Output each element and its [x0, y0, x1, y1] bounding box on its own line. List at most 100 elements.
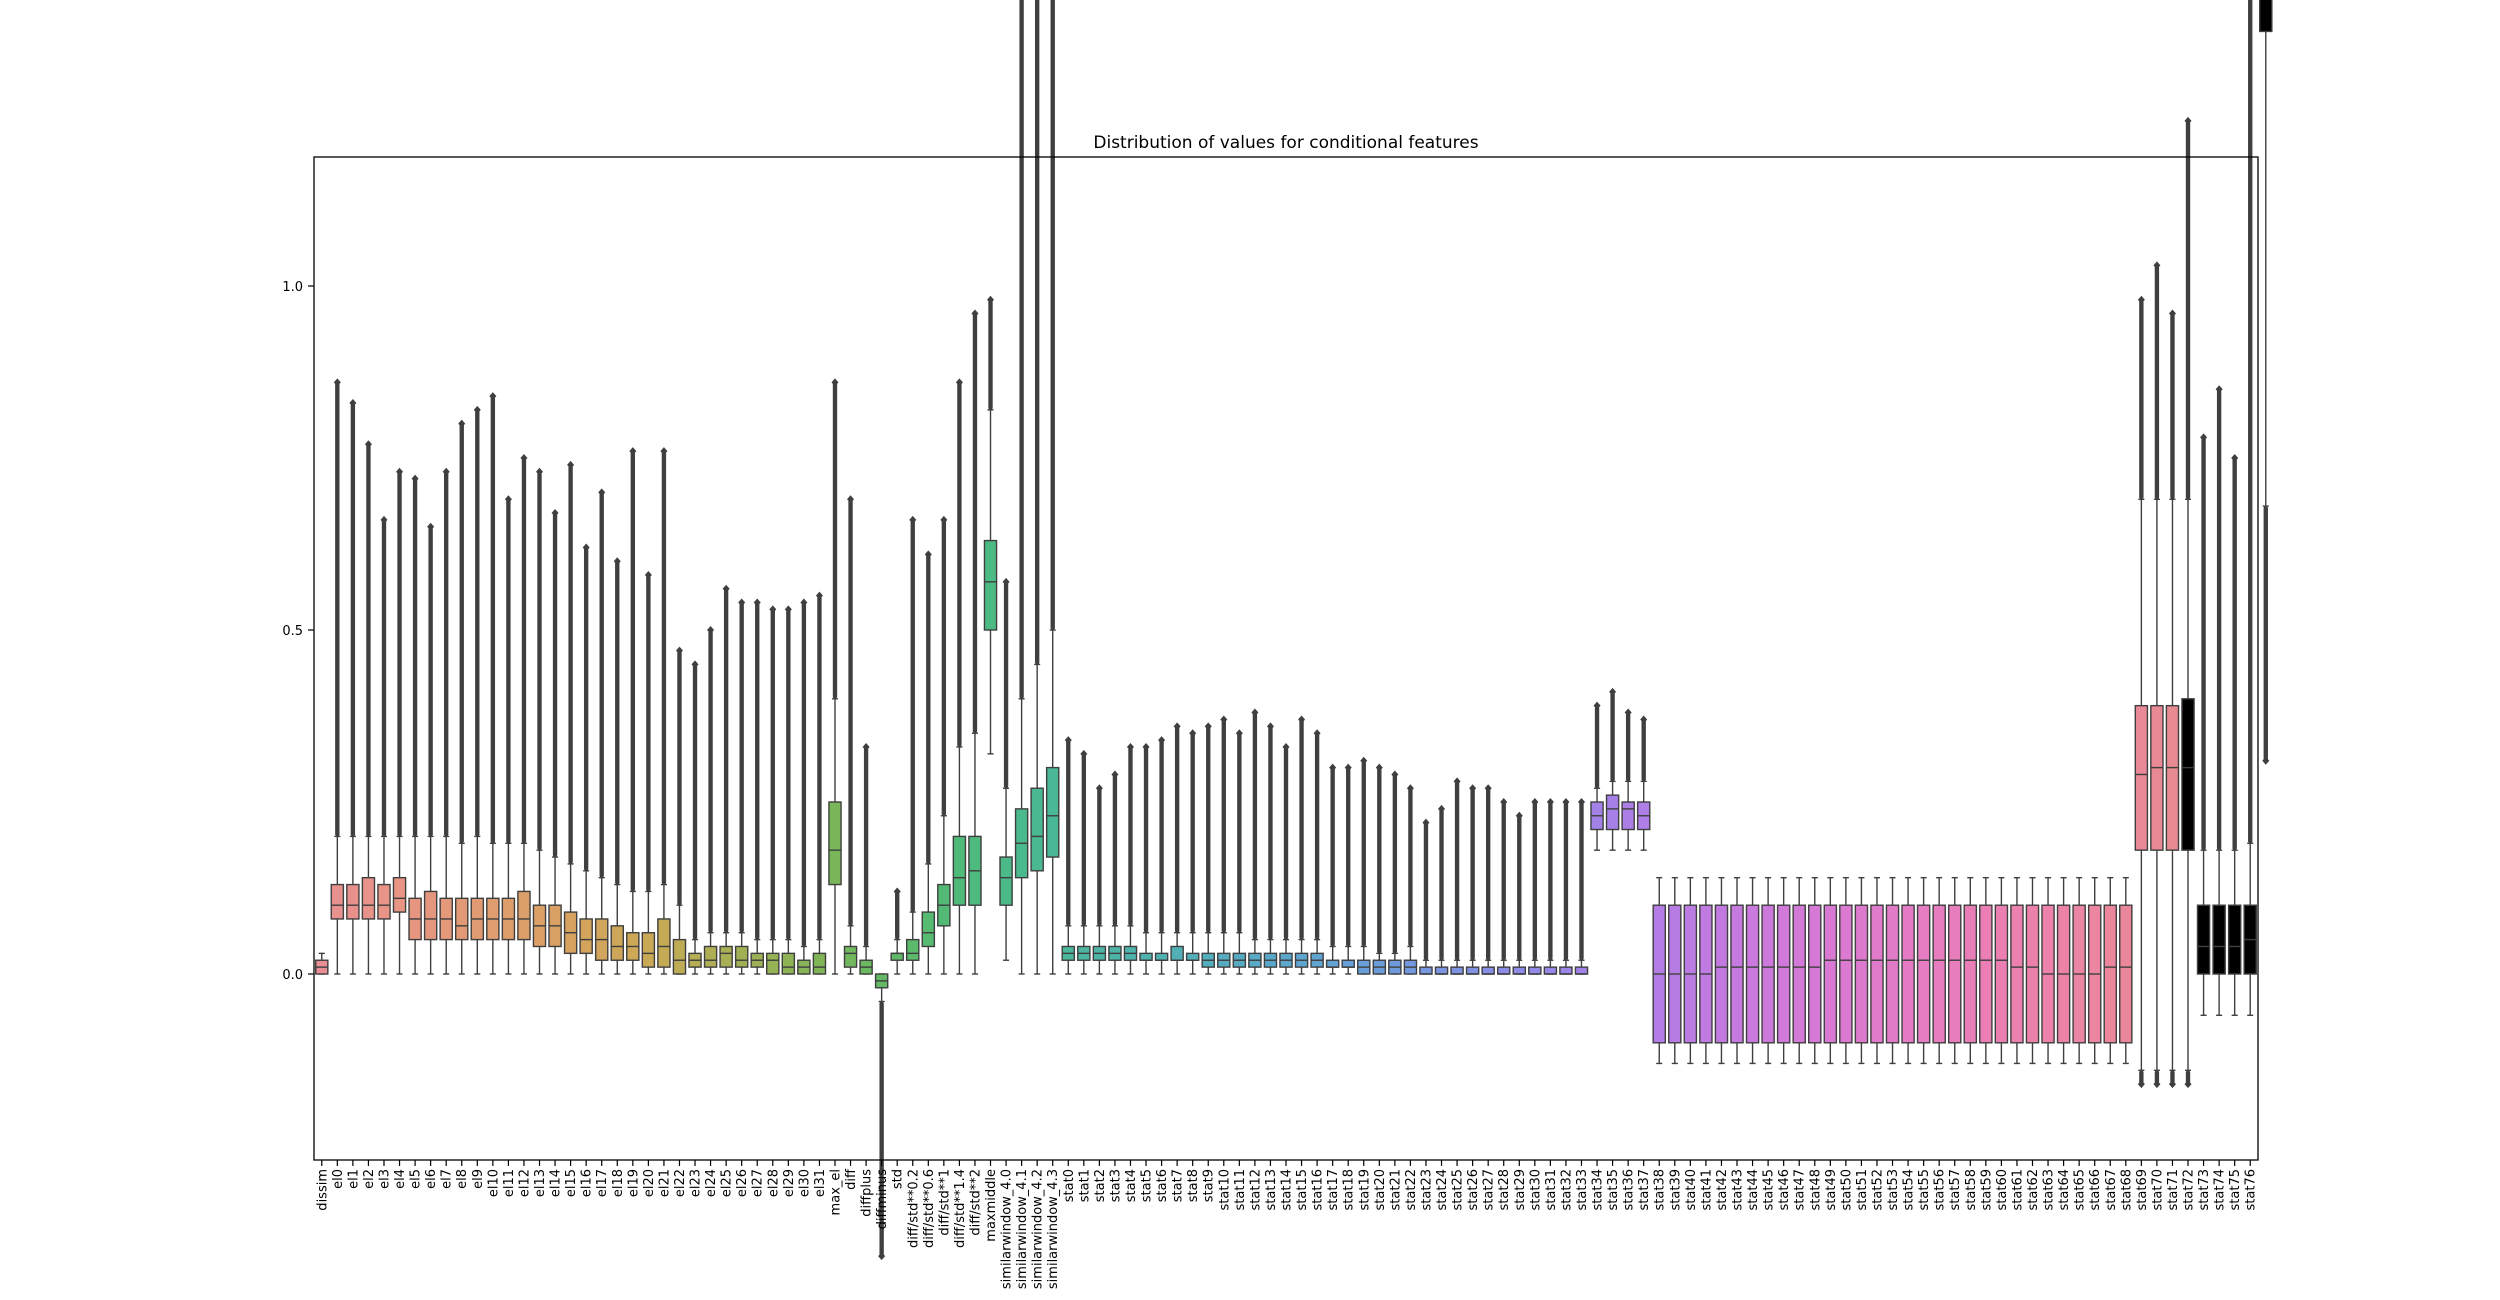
- outliers: [1577, 798, 1585, 961]
- outlier-band-upper: [2154, 265, 2160, 500]
- x-tick-label-stat7: stat7: [1171, 1169, 1186, 1202]
- x-tick-label-stat4: stat4: [1124, 1169, 1139, 1202]
- box-stat70: [2150, 261, 2164, 1089]
- box-el17: [594, 488, 609, 975]
- box-iqr: [454, 897, 469, 941]
- box-iqr: [1839, 904, 1853, 1044]
- x-tick-label-el28: el28: [766, 1169, 781, 1197]
- outliers: [644, 570, 652, 892]
- outlier-max-marker: [738, 598, 746, 607]
- outliers: [349, 398, 357, 837]
- outlier-band-upper: [1314, 733, 1320, 940]
- outlier-band-upper: [895, 891, 900, 940]
- outlier-max-marker: [458, 419, 466, 428]
- x-tick-label-stat43: stat43: [1731, 1169, 1746, 1210]
- outliers: [1126, 742, 1134, 926]
- x-tick-label-stat72: stat72: [2182, 1169, 2197, 1210]
- box-el31: [812, 591, 827, 975]
- outlier-band-upper: [1159, 740, 1164, 933]
- box-iqr: [1621, 801, 1635, 831]
- outliers: [1173, 722, 1181, 933]
- box-el23: [688, 660, 702, 975]
- outlier-max-marker: [1095, 784, 1103, 793]
- box-iqr: [1450, 966, 1464, 975]
- box-iqr: [672, 938, 687, 975]
- outlier-band-upper: [1579, 802, 1584, 961]
- box-iqr: [843, 945, 858, 968]
- box-iqr: [2227, 904, 2242, 975]
- outlier-max-marker: [349, 398, 357, 407]
- outlier-band-upper: [972, 313, 978, 734]
- x-tick-label-stat75: stat75: [2228, 1169, 2243, 1210]
- box-stat59: [1979, 876, 1993, 1065]
- x-tick-label-el6: el6: [424, 1169, 439, 1189]
- x-tick-label-stat47: stat47: [1793, 1169, 1808, 1210]
- box-stat62: [2025, 876, 2040, 1065]
- x-tick-label-stat49: stat49: [1824, 1169, 1839, 1210]
- outlier-max-marker: [660, 447, 668, 456]
- outlier-min-marker: [2262, 756, 2270, 765]
- outlier-max-marker: [1002, 577, 1010, 586]
- outlier-band-upper: [941, 519, 947, 816]
- outlier-max-marker: [1126, 742, 1134, 751]
- x-tick-label-el7: el7: [440, 1169, 455, 1189]
- outlier-max-marker: [333, 378, 341, 387]
- outlier-band-upper: [1439, 808, 1444, 961]
- x-tick-label-dissim: dissim: [315, 1169, 330, 1211]
- box-stat35: [1605, 687, 1620, 851]
- outliers: [955, 378, 963, 747]
- outlier-band-upper: [1174, 726, 1180, 933]
- outliers: [1266, 722, 1274, 940]
- box-stat36: [1621, 708, 1635, 851]
- x-tick-label-stat53: stat53: [1886, 1169, 1901, 1210]
- outlier-band-upper: [988, 299, 993, 410]
- x-tick-label-stat30: stat30: [1528, 1169, 1543, 1210]
- box-iqr: [1916, 904, 1931, 1044]
- outlier-max-marker: [1515, 811, 1523, 820]
- outliers: [707, 626, 715, 933]
- outliers: [2137, 295, 2145, 1089]
- box-iqr: [1045, 766, 1060, 858]
- outliers: [411, 474, 419, 837]
- box-stat12: [1248, 708, 1262, 975]
- box-stat11: [1232, 729, 1247, 975]
- outlier-band-upper: [692, 664, 698, 940]
- x-tick-label-el3: el3: [377, 1169, 392, 1189]
- box-iqr: [1465, 966, 1480, 975]
- box-stat25: [1450, 777, 1464, 975]
- x-tick-label-el8: el8: [455, 1169, 470, 1189]
- x-tick-label-stat62: stat62: [2026, 1169, 2041, 1210]
- x-tick-label-stat2: stat2: [1093, 1169, 1108, 1202]
- outliers: [1484, 784, 1492, 961]
- box-diff/std**1: [937, 515, 951, 975]
- outlier-max-marker: [1593, 701, 1601, 710]
- outlier-band-upper: [459, 423, 464, 844]
- x-tick-label-el18: el18: [611, 1169, 626, 1197]
- box-stat34: [1590, 701, 1604, 851]
- box-stat51: [1854, 876, 1869, 1065]
- box-iqr: [1854, 904, 1869, 1044]
- x-tick-label-stat6: stat6: [1155, 1169, 1170, 1202]
- outlier-max-marker: [1204, 722, 1212, 731]
- outlier-band-upper: [366, 444, 371, 837]
- box-stat3: [1108, 770, 1122, 975]
- x-tick-label-stat33: stat33: [1575, 1169, 1590, 1210]
- box-diff: [843, 495, 858, 975]
- box-el0: [330, 378, 345, 975]
- y-tick-label: 0.5: [282, 624, 303, 639]
- box-stat37: [1636, 715, 1651, 851]
- x-tick-label-std: std: [891, 1169, 906, 1189]
- x-tick-label-similarwindow_4.1: similarwindow_4.1: [1015, 1169, 1030, 1289]
- box-el20: [641, 570, 656, 975]
- outliers: [893, 887, 901, 940]
- outlier-max-marker: [2168, 309, 2176, 318]
- box-stat53: [1885, 876, 1900, 1065]
- box-el3: [377, 515, 391, 975]
- x-tick-label-diff/std**1.4: diff/std**1.4: [953, 1169, 968, 1248]
- outlier-max-marker: [442, 467, 450, 476]
- x-tick-label-stat9: stat9: [1202, 1169, 1217, 1202]
- box-el11: [501, 495, 516, 975]
- outlier-max-marker: [1080, 749, 1088, 758]
- box-iqr: [1605, 794, 1620, 831]
- outlier-band-upper: [1252, 712, 1258, 940]
